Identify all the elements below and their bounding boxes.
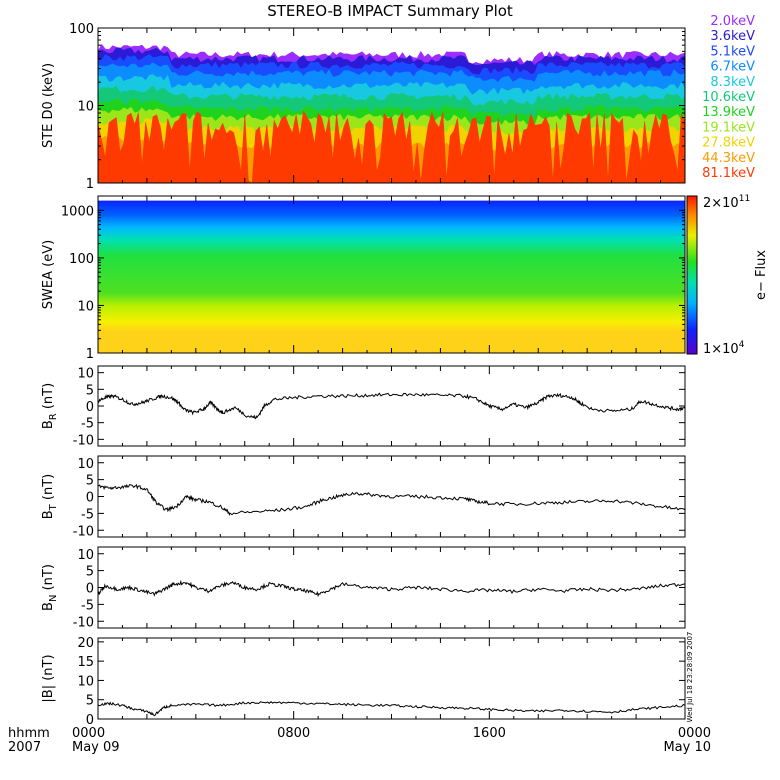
ste-legend-entry: 27.8keV [702, 136, 755, 151]
bn-ytick-label: 10 [77, 548, 94, 563]
ste-legend-entry: 10.6keV [702, 90, 755, 105]
ste-legend-entry: 2.0keV [710, 14, 755, 29]
swea-ytick-label: 10 [77, 299, 94, 314]
bn-ytick-label: 5 [86, 565, 94, 580]
br-panel: 105 0 -5-10 BR (nT) [41, 365, 686, 448]
bmag-trace [97, 701, 686, 717]
time-tick-hhmm: 1600 [473, 726, 506, 741]
colorbar-min-label: 1×104 [703, 340, 745, 357]
ste-legend-entry: 8.3keV [710, 75, 755, 90]
bmag-ytick-label: 5 [86, 694, 94, 709]
bmag-ytick-label: 20 [77, 636, 94, 651]
br-ylabel: BR (nT) [41, 383, 59, 429]
time-row-label-year: 2007 [8, 740, 41, 755]
swea-spectrogram [98, 196, 685, 353]
bmag-frame [97, 637, 686, 720]
bn-ytick-label: 0 [86, 582, 94, 597]
colorbar: 2×1011 1×104 e− Flux [686, 194, 769, 357]
bn-ytick-label: -5 [81, 598, 94, 613]
bt-ytick-label: 10 [77, 457, 94, 472]
swea-ytick-label: 1 [86, 347, 94, 362]
bn-panel: 10 5 0-5 -10 BN (nT) [41, 546, 686, 630]
bmag-ytick-label: 0 [86, 713, 94, 728]
colorbar-title: e− Flux [754, 250, 769, 300]
ste-legend: 2.0keV3.6keV5.1keV6.7keV8.3keV10.6keV13.… [702, 14, 755, 181]
br-ytick-label: -5 [81, 417, 94, 432]
bmag-ytick-label: 10 [77, 674, 94, 689]
swea-panel: 1 10 100 1000 SWEA (eV) [41, 195, 686, 362]
ste-ytick-label: 100 [69, 22, 94, 37]
ste-ytick-label: 1 [86, 177, 94, 192]
ste-channel-81.1keV [98, 110, 685, 183]
creation-stamp: Wed Jul 18 23:28:09 2007 [686, 632, 694, 723]
bt-ytick-label: -5 [81, 507, 94, 522]
bt-ylabel: BT (nT) [41, 474, 59, 520]
br-ytick-label: 5 [86, 383, 94, 398]
colorbar-max-label: 2×1011 [703, 194, 750, 211]
ste-legend-entry: 13.9keV [702, 105, 755, 120]
ste-bands [98, 43, 685, 183]
bn-ytick-label: -10 [73, 615, 94, 630]
bt-panel: 10 5 0-5 -10 BT (nT) [41, 455, 686, 539]
ste-legend-entry: 5.1keV [710, 44, 755, 59]
ste-legend-entry: 3.6keV [710, 29, 755, 44]
time-row-label-hhmm: hhmm [8, 726, 50, 741]
plot-title: STEREO-B IMPACT Summary Plot [267, 2, 513, 20]
ste-ytick-label: 10 [77, 100, 94, 115]
br-ytick-label: 10 [77, 367, 94, 382]
colorbar-gradient [686, 195, 698, 355]
time-tick-hhmm: 0000 [678, 726, 711, 741]
bt-ytick-label: -10 [73, 524, 94, 539]
br-frame [97, 365, 686, 447]
br-ytick-label: -10 [73, 433, 94, 448]
swea-ytick-label: 100 [69, 252, 94, 267]
ste-legend-entry: 81.1keV [702, 166, 755, 181]
ste-panel: 1 10 100 STE D0 (keV) [41, 22, 686, 192]
time-tick-hhmm: 0800 [277, 726, 310, 741]
swea-ytick-label: 1000 [61, 204, 94, 219]
br-trace [97, 392, 686, 420]
ste-legend-entry: 6.7keV [710, 60, 755, 75]
bt-trace [97, 483, 686, 516]
time-tick-date: May 09 [72, 740, 120, 755]
ste-ylabel: STE D0 (keV) [41, 63, 56, 148]
bmag-ytick-label: 15 [77, 655, 94, 670]
ste-legend-entry: 44.3keV [702, 151, 755, 166]
time-tick-date: May 10 [663, 740, 711, 755]
bn-trace [97, 579, 685, 598]
time-tick-hhmm: 0000 [72, 726, 105, 741]
ste-legend-entry: 19.1keV [702, 120, 755, 135]
bn-ylabel: BN (nT) [41, 564, 59, 611]
bmag-panel: 20 15 10 5 0 |B| (nT) [41, 636, 686, 728]
bmag-ylabel: |B| (nT) [41, 654, 56, 702]
swea-ylabel: SWEA (eV) [41, 240, 56, 309]
bt-ytick-label: 0 [86, 491, 94, 506]
bt-ytick-label: 5 [86, 474, 94, 489]
br-ytick-label: 0 [86, 400, 94, 415]
